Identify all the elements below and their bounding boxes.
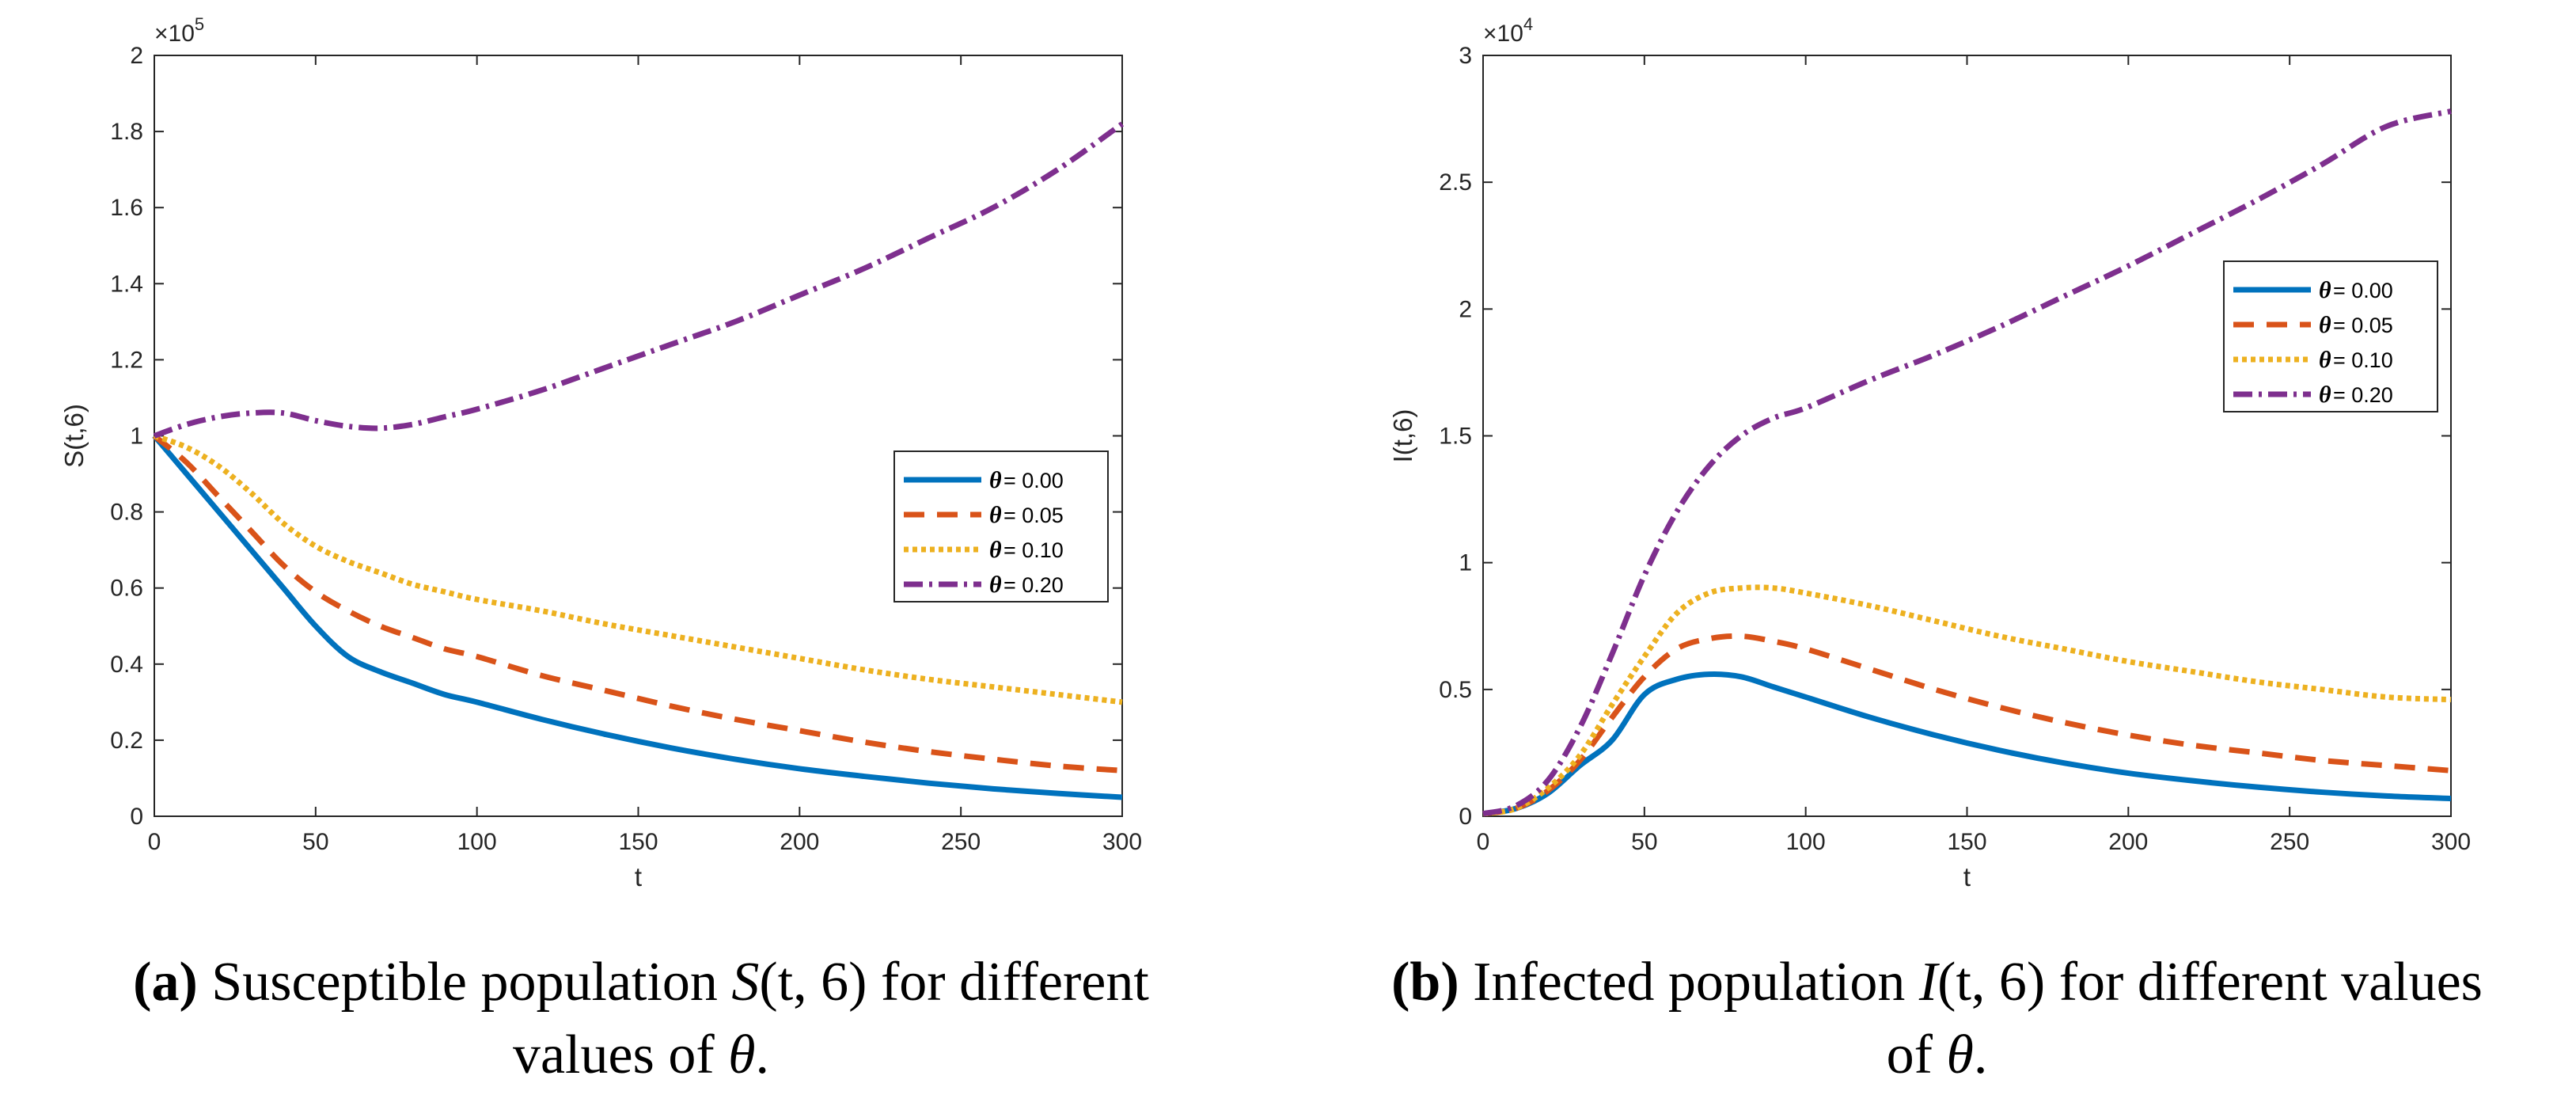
y-multiplier: ×104 xyxy=(1483,14,1533,47)
legend-theta-1: θ xyxy=(2319,312,2331,338)
legend: θ = 0.00θ = 0.05θ = 0.10θ = 0.20 xyxy=(2223,260,2438,412)
caption-a-text1: Susceptible population xyxy=(197,952,732,1013)
x-tick-label: 0 xyxy=(148,829,161,855)
caption-b-math-i: I xyxy=(1918,952,1938,1013)
x-tick-label: 300 xyxy=(1102,829,1142,855)
legend-label-0: = 0.00 xyxy=(1003,469,1064,492)
series-line-2 xyxy=(1482,584,2452,817)
legend: θ = 0.00θ = 0.05θ = 0.10θ = 0.20 xyxy=(893,450,1109,603)
caption-a-label: (a) xyxy=(133,952,198,1013)
legend-label-0: = 0.00 xyxy=(2333,279,2393,302)
caption-a-line2-text: values of xyxy=(512,1024,729,1085)
y-tick-label: 3 xyxy=(1459,43,1472,69)
y-multiplier: ×105 xyxy=(154,14,204,47)
caption-a-text2: for different xyxy=(867,952,1149,1013)
legend-theta-3: θ xyxy=(2319,382,2331,408)
caption-a: (a) Susceptible population S(t, 6) for d… xyxy=(0,946,1282,1092)
y-tick-label: 2.5 xyxy=(1439,169,1472,196)
legend-label-2: = 0.10 xyxy=(2333,348,2393,372)
caption-b-line1: (b) Infected population I(t, 6) for diff… xyxy=(1298,946,2576,1019)
caption-a-period: . xyxy=(755,1024,770,1085)
series-line-1 xyxy=(152,433,1123,774)
x-axis-label: t xyxy=(1963,862,1971,891)
caption-b-label: (b) xyxy=(1391,952,1459,1013)
caption-b-period: . xyxy=(1973,1024,1988,1085)
x-tick-label: 250 xyxy=(2270,829,2309,855)
legend-label-1: = 0.05 xyxy=(1003,504,1064,527)
x-tick-label: 200 xyxy=(780,829,819,855)
y-tick-label: 0.4 xyxy=(110,652,143,678)
series-line-3 xyxy=(153,121,1125,439)
legend-theta-2: θ xyxy=(2319,347,2331,373)
legend-label-3: = 0.20 xyxy=(1003,573,1064,597)
y-axis-label: S(t,6) xyxy=(59,404,89,468)
legend-theta-0: θ xyxy=(2319,277,2331,303)
y-tick-label: 0.5 xyxy=(1439,677,1472,703)
x-tick-label: 300 xyxy=(2431,829,2471,855)
y-tick-label: 1.8 xyxy=(110,119,143,145)
y-axis-label: I(t,6) xyxy=(1388,409,1417,463)
legend-box xyxy=(2223,260,2438,412)
caption-b-text1: Infected population xyxy=(1459,952,1919,1013)
caption-a-line1: (a) Susceptible population S(t, 6) for d… xyxy=(0,946,1282,1019)
legend-theta-2: θ xyxy=(989,537,1002,563)
y-tick-label: 1 xyxy=(1459,550,1472,576)
y-tick-label: 2 xyxy=(1459,296,1472,322)
caption-a-math-s: S xyxy=(731,952,760,1013)
x-tick-label: 100 xyxy=(457,829,497,855)
legend-box xyxy=(893,450,1109,603)
y-tick-label: 0 xyxy=(1459,804,1472,830)
series-line-0 xyxy=(152,434,1123,800)
y-multiplier-exponent: 4 xyxy=(1523,14,1533,34)
plot-area xyxy=(154,55,1123,817)
legend-theta-1: θ xyxy=(989,502,1002,528)
caption-b-text2: for different values xyxy=(2045,952,2483,1013)
chart-panel-b: 0 50 100 150 200 250 300 0 0.5 1 1.5 2 2.5 3 ×104 t I(t,… xyxy=(1388,14,2471,891)
y-tick-label: 1.2 xyxy=(110,347,143,373)
chart-panel-a: 0 50 100 150 200 250 300 0 0.2 0.4 0.6 0.8 1 1.2 1.4 1.… xyxy=(59,14,1142,891)
caption-a-theta: θ xyxy=(728,1024,756,1085)
caption-b-line2: of θ. xyxy=(1298,1019,2576,1092)
x-axis-label: t xyxy=(635,862,642,891)
x-tick-label: 250 xyxy=(941,829,981,855)
x-tick-label: 100 xyxy=(1786,829,1826,855)
legend-label-1: = 0.05 xyxy=(2333,314,2393,337)
caption-b-theta: θ xyxy=(1946,1024,1974,1085)
caption-a-math-args: (t, 6) xyxy=(759,952,867,1013)
legend-label-3: = 0.20 xyxy=(2333,383,2393,407)
series-line-2 xyxy=(153,433,1123,705)
y-tick-label: 0.6 xyxy=(110,576,143,602)
y-tick-label: 1.4 xyxy=(110,271,143,297)
plot-area xyxy=(1482,55,2452,817)
y-tick-label: 1.5 xyxy=(1439,424,1472,450)
y-tick-label: 2 xyxy=(130,43,143,69)
caption-b: (b) Infected population I(t, 6) for diff… xyxy=(1298,946,2576,1092)
y-tick-label: 0.8 xyxy=(110,500,143,526)
x-tick-label: 50 xyxy=(1631,829,1657,855)
series-line-0 xyxy=(1482,671,2452,817)
x-tick-label: 50 xyxy=(302,829,328,855)
x-tick-label: 150 xyxy=(618,829,658,855)
caption-b-math-args: (t, 6) xyxy=(1937,952,2046,1013)
series-line-1 xyxy=(1482,633,2452,817)
y-tick-label: 0.2 xyxy=(110,728,143,754)
y-tick-label: 1.6 xyxy=(110,195,143,221)
x-tick-label: 200 xyxy=(2108,829,2148,855)
y-multiplier-exponent: 5 xyxy=(195,14,204,34)
x-tick-label: 0 xyxy=(1477,829,1490,855)
caption-a-line2: values of θ. xyxy=(0,1019,1282,1092)
legend-theta-0: θ xyxy=(989,467,1002,493)
x-tick-label: 150 xyxy=(1947,829,1986,855)
legend-label-2: = 0.10 xyxy=(1003,538,1064,562)
y-tick-label: 1 xyxy=(130,424,143,450)
series-line-3 xyxy=(1482,108,2452,817)
y-tick-label: 0 xyxy=(130,804,143,830)
caption-b-line2-text: of xyxy=(1886,1024,1947,1085)
legend-theta-3: θ xyxy=(989,572,1002,598)
